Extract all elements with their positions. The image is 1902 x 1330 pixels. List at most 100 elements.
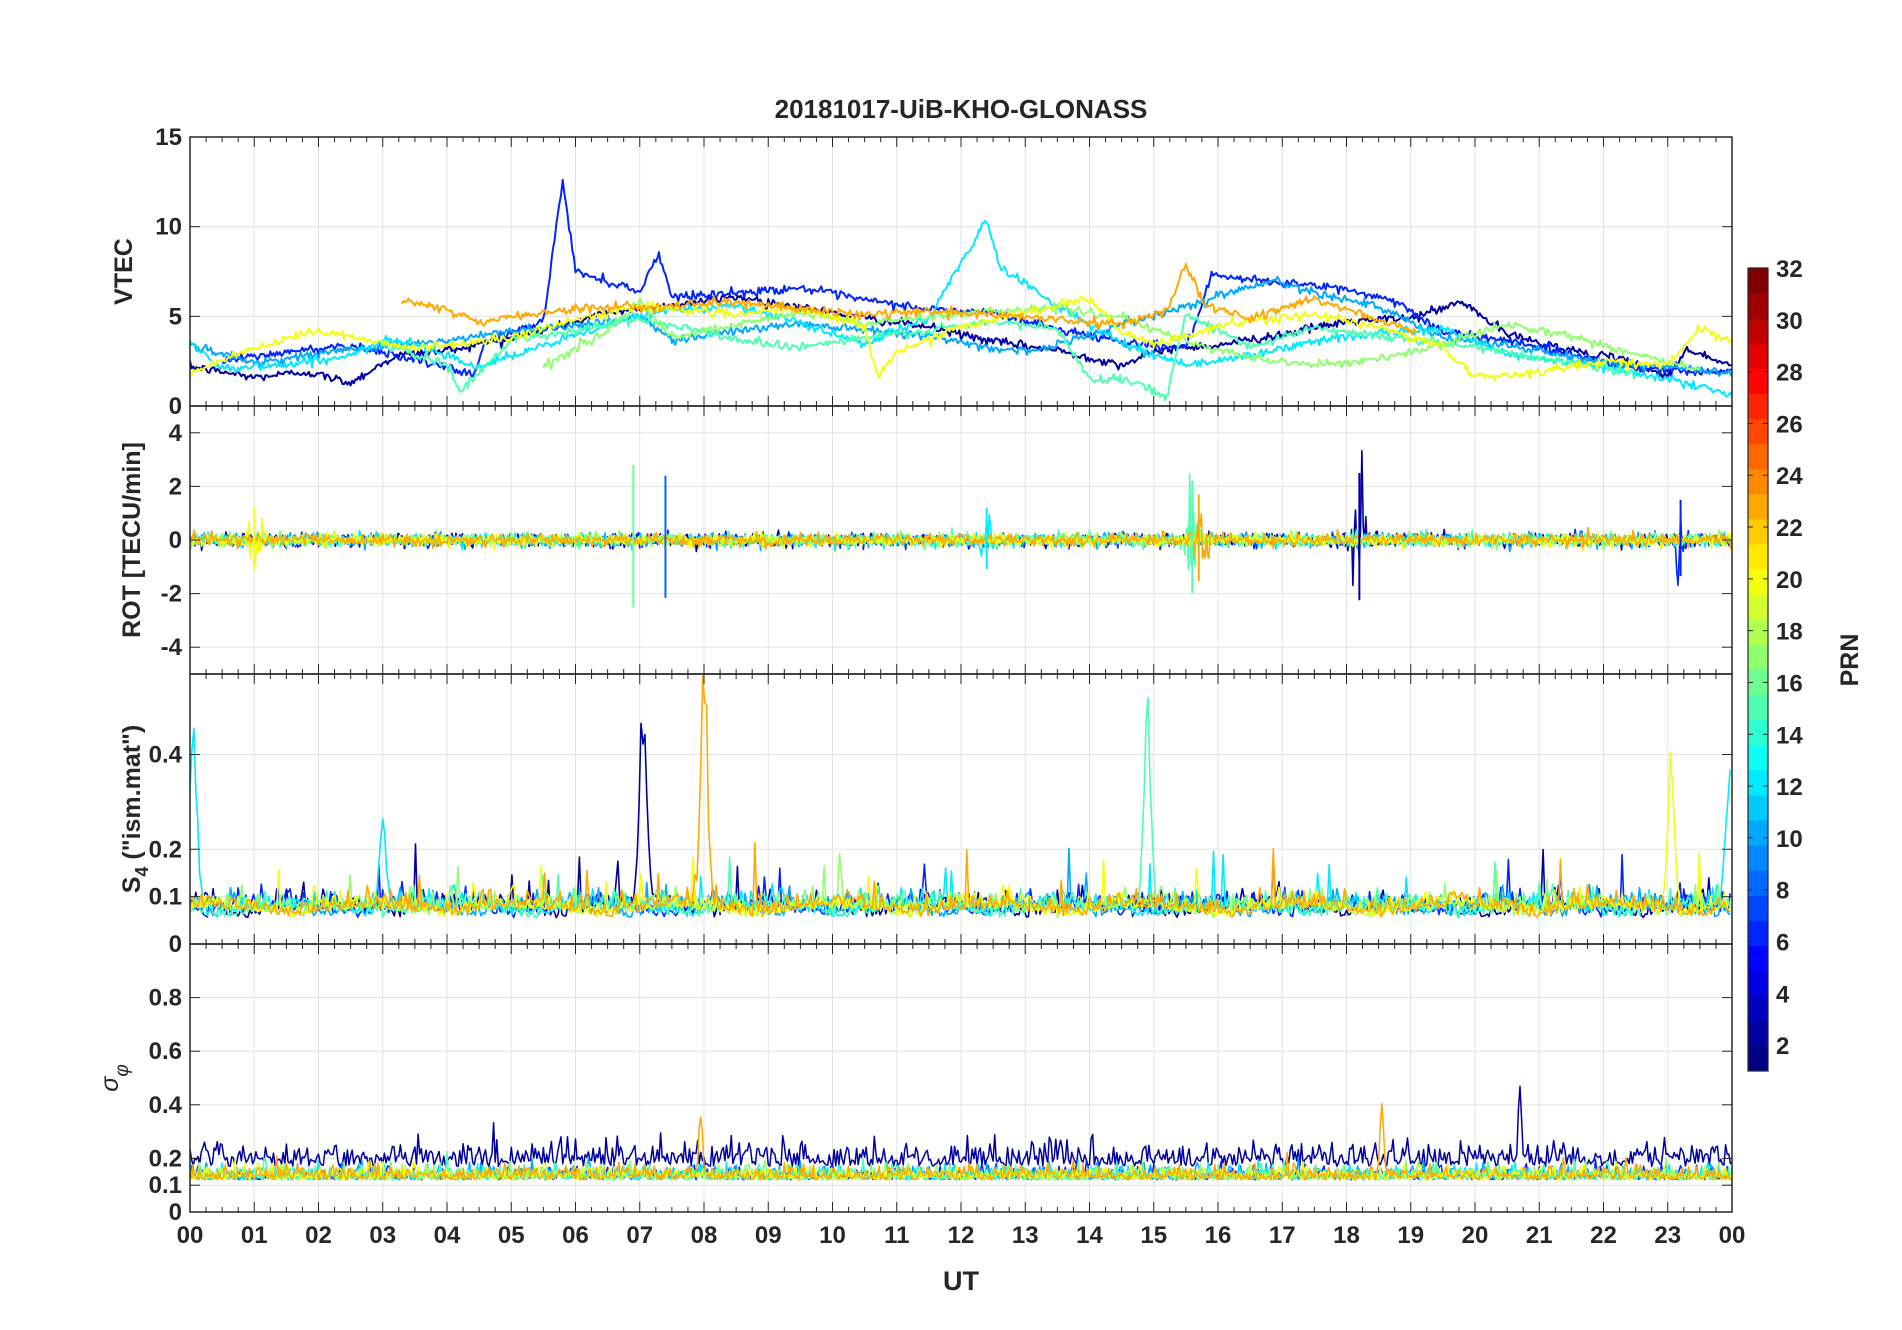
y-tick-label: 0 — [169, 527, 182, 554]
colorbar-swatch — [1748, 619, 1768, 645]
colorbar-swatch — [1748, 1020, 1768, 1047]
colorbar-label: PRN — [1836, 634, 1864, 687]
colorbar-swatch — [1748, 318, 1768, 344]
colorbar-swatch — [1748, 945, 1768, 972]
y-tick-label: 0.8 — [149, 985, 182, 1012]
colorbar-tick-label: 30 — [1776, 308, 1803, 335]
x-axis-label: UT — [943, 1266, 979, 1296]
x-tick-label: 20 — [1462, 1222, 1489, 1249]
y-tick-label: 0.2 — [149, 836, 182, 863]
panel-0-traces — [190, 178, 1732, 402]
colorbar-swatch — [1748, 443, 1768, 470]
x-tick-label: 11 — [884, 1222, 909, 1249]
colorbar-tick-label: 16 — [1776, 670, 1803, 697]
colorbar-tick-label: 12 — [1776, 774, 1803, 801]
y-tick-label: 2 — [169, 473, 182, 500]
colorbar-swatch — [1748, 870, 1768, 896]
x-tick-label: 10 — [819, 1222, 846, 1249]
x-tick-label: 22 — [1590, 1222, 1617, 1249]
chart-title: 20181017-UiB-KHO-GLONASS — [775, 94, 1148, 124]
y-tick-label: 0 — [169, 1199, 182, 1226]
panel-3-traces — [190, 1085, 1732, 1181]
vtec-series-prn-12 — [190, 219, 1732, 398]
sigma-series-prn-23 — [190, 1102, 1732, 1181]
colorbar-swatch — [1748, 468, 1768, 495]
s4-series-prn-23 — [190, 675, 1731, 918]
colorbar-tick-label: 24 — [1776, 463, 1803, 490]
ylabel-part: φ — [112, 1064, 133, 1076]
vtec-series-prn-17 — [542, 297, 1701, 371]
colorbar-swatch — [1748, 368, 1768, 394]
colorbar-swatch — [1748, 845, 1768, 871]
panel-3-y-label: σφ — [96, 1064, 133, 1091]
vtec-series-prn-20 — [190, 295, 1732, 381]
colorbar-tick-label: 6 — [1776, 929, 1789, 956]
colorbar-swatch — [1748, 820, 1768, 846]
colorbar-swatch — [1748, 694, 1768, 721]
x-tick-label: 03 — [369, 1222, 396, 1249]
y-tick-label: 0.4 — [149, 742, 183, 769]
colorbar-swatch — [1748, 518, 1768, 545]
colorbar-swatch — [1748, 343, 1768, 369]
s4-series-prn-2 — [190, 722, 1731, 919]
x-tick-label: 21 — [1526, 1222, 1553, 1249]
colorbar-tick-label: 20 — [1776, 567, 1803, 594]
colorbar-swatch — [1748, 644, 1768, 670]
colorbar-tick-label: 8 — [1776, 878, 1789, 905]
colorbar-swatch — [1748, 594, 1768, 620]
y-tick-label: -2 — [161, 581, 182, 608]
x-tick-label: 06 — [562, 1222, 589, 1249]
ylabel-part: σ — [96, 1076, 124, 1092]
colorbar-swatch — [1748, 669, 1768, 696]
x-tick-label: 00 — [177, 1222, 204, 1249]
panel-0-y-label: VTEC — [110, 238, 138, 305]
y-tick-label: 0.2 — [149, 1145, 182, 1172]
colorbar-swatch — [1748, 544, 1768, 570]
y-tick-label: 10 — [155, 214, 182, 241]
colorbar-swatch — [1748, 418, 1768, 445]
colorbar-frame — [1747, 267, 1769, 1072]
y-tick-label: 15 — [155, 124, 182, 151]
panel-1-traces — [190, 449, 1732, 608]
y-tick-label: 5 — [169, 303, 182, 330]
x-tick-label: 07 — [626, 1222, 653, 1249]
colorbar-tick-label: 18 — [1776, 619, 1803, 646]
colorbar-tick-label: 32 — [1776, 256, 1803, 283]
colorbar-tick-label: 22 — [1776, 515, 1803, 542]
colorbar-swatch — [1748, 895, 1768, 921]
x-tick-label: 15 — [1140, 1222, 1167, 1249]
colorbar-swatch — [1748, 920, 1768, 947]
x-tick-label: 04 — [434, 1222, 461, 1249]
panel-2-traces — [190, 675, 1731, 919]
vtec-series-prn-23 — [401, 262, 1418, 336]
x-tick-label: 08 — [691, 1222, 718, 1249]
colorbar-swatch — [1748, 393, 1768, 420]
colorbar-swatch — [1748, 569, 1768, 595]
colorbar-swatch — [1748, 995, 1768, 1022]
x-tick-label: 14 — [1076, 1222, 1103, 1249]
y-tick-label: -4 — [161, 634, 183, 661]
rot-series-prn-23 — [190, 513, 1732, 561]
s4-series-prn-20 — [190, 750, 1731, 919]
y-tick-label: 0.4 — [149, 1092, 183, 1119]
colorbar-tick-label: 28 — [1776, 360, 1803, 387]
y-tick-label: 0.6 — [149, 1038, 182, 1065]
x-tick-label: 19 — [1397, 1222, 1424, 1249]
x-tick-label: 17 — [1269, 1222, 1296, 1249]
colorbar-tick-label: 2 — [1776, 1033, 1789, 1060]
x-tick-label: 18 — [1333, 1222, 1360, 1249]
x-tick-label: 12 — [948, 1222, 975, 1249]
ylabel-part: 4 — [132, 867, 152, 877]
x-tick-label: 16 — [1205, 1222, 1232, 1249]
colorbar-swatch — [1748, 268, 1768, 294]
colorbar-swatch — [1748, 719, 1768, 746]
x-tick-label: 13 — [1012, 1222, 1039, 1249]
colorbar-swatch — [1748, 1045, 1768, 1072]
y-tick-label: 0.1 — [149, 1172, 182, 1199]
rot-series-prn-20 — [190, 517, 1732, 567]
ylabel-part: S — [118, 877, 146, 894]
colorbar-swatch — [1748, 970, 1768, 997]
x-tick-label: 09 — [755, 1222, 782, 1249]
y-tick-label: 0 — [169, 931, 182, 958]
